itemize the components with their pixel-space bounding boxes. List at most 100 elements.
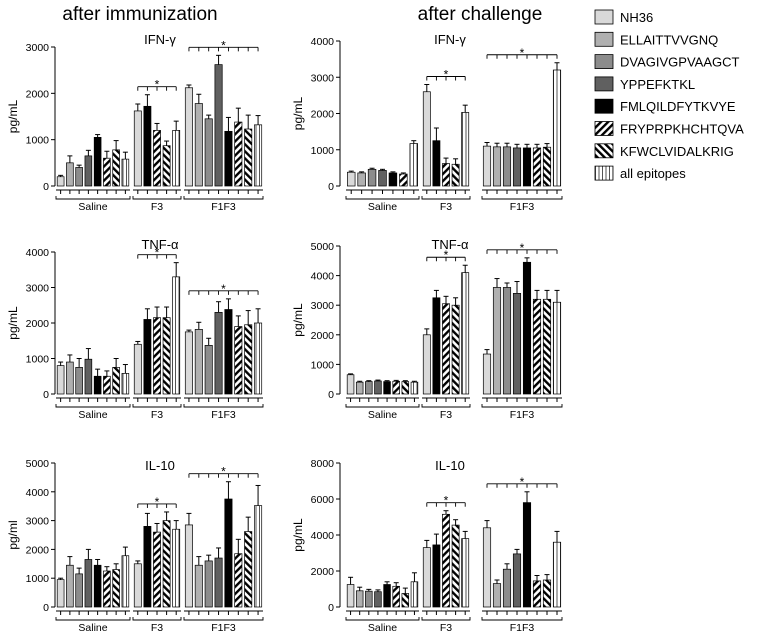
y-tick-label: 8000 (311, 458, 335, 470)
bar (204, 118, 213, 187)
bar (355, 590, 364, 608)
bar (84, 358, 93, 395)
legend-swatch (594, 165, 614, 181)
chart-ifn-challenge: IFN-γ pg/mL 0 1000 2000 3000 4000 Saline F3 * F1F3… (291, 32, 563, 213)
bar (143, 526, 152, 608)
legend: NH36 ELLAITTVVGNQ DVAGIVGPVAAGCT YPPEFKTKL F… (594, 9, 744, 181)
group-label: F1F3 (510, 201, 535, 213)
bar (75, 573, 83, 608)
bar (383, 381, 391, 395)
bar (482, 145, 492, 187)
bar (121, 158, 130, 187)
significance-star: * (520, 475, 525, 489)
group-bracket (345, 404, 420, 408)
bar (103, 375, 111, 395)
bar (410, 581, 419, 608)
bar (552, 301, 562, 395)
y-axis-label: pg/mL (6, 306, 20, 340)
group-bracket (421, 404, 471, 408)
bar (153, 317, 161, 395)
significance-star: * (444, 248, 449, 262)
legend-swatch (594, 31, 614, 47)
bar (234, 553, 243, 608)
bar (532, 580, 542, 608)
chart-il10-challenge: IL-10 pg/mL 0 2000 4000 6000 8000 Saline F3 * F1F3… (291, 458, 563, 632)
bar (214, 312, 223, 395)
column-title-challenge: after challenge (418, 4, 543, 25)
bar (512, 147, 522, 187)
bar (461, 112, 470, 187)
bar (442, 163, 450, 187)
legend-label: all epitopes (620, 166, 686, 181)
bar (194, 564, 203, 608)
y-tick-label: 3000 (26, 283, 50, 295)
bar (112, 367, 120, 395)
y-tick-label: 4000 (311, 530, 335, 542)
bar (482, 353, 492, 395)
chart-ifn-immunization: IFN-γ pg/mL 0 1000 2000 3000 Saline F3 * F1F3 * (6, 32, 264, 213)
bar (522, 261, 532, 395)
y-tick-label: 0 (328, 181, 334, 193)
bar (121, 373, 130, 395)
bar (482, 527, 492, 608)
bar (162, 520, 171, 608)
bar (451, 304, 460, 395)
bar (254, 505, 263, 608)
group-bracket (421, 196, 471, 200)
bar (432, 297, 441, 395)
group-label: F3 (151, 201, 163, 213)
bar (254, 124, 263, 187)
bar (224, 498, 233, 608)
bar (461, 272, 470, 395)
y-tick-label: 0 (328, 389, 334, 401)
bar (374, 591, 382, 608)
bar (93, 137, 102, 187)
group-label: F1F3 (510, 409, 535, 421)
group-label: F1F3 (211, 622, 236, 632)
chart-tnf-immunization: TNF-α pg/mL 0 1000 2000 3000 4000 Saline F3 * F1F3… (6, 237, 264, 421)
legend-swatch (594, 76, 614, 92)
bar (214, 557, 223, 608)
bar (234, 326, 243, 395)
bar (204, 345, 213, 395)
bar (244, 531, 253, 608)
bar (492, 146, 502, 187)
group-label: Saline (368, 201, 397, 213)
bar (492, 287, 502, 395)
bar (112, 149, 120, 187)
bar (542, 298, 552, 395)
significance-star: * (520, 46, 525, 60)
bar (244, 128, 253, 187)
bar (103, 157, 111, 187)
bar (422, 547, 431, 608)
bar (422, 334, 431, 395)
bar (153, 531, 161, 608)
legend-swatch (594, 9, 614, 25)
bar (365, 381, 373, 395)
bar (512, 553, 522, 608)
bar (451, 163, 460, 187)
chart-title: TNF-α (141, 237, 179, 252)
bar (502, 146, 512, 187)
bar (392, 585, 400, 608)
y-axis-label: pg/ml (6, 520, 20, 549)
bar (552, 69, 562, 187)
y-tick-label: 0 (43, 602, 49, 614)
significance-star: * (221, 465, 226, 479)
group-label: F1F3 (211, 201, 236, 213)
bar (224, 130, 233, 187)
bar (194, 103, 203, 187)
bar (244, 324, 253, 395)
y-tick-label: 4000 (26, 247, 50, 259)
y-tick-label: 2000 (311, 109, 335, 121)
group-label: F3 (151, 409, 163, 421)
bar (93, 564, 102, 608)
y-tick-label: 3000 (26, 42, 50, 54)
bar (401, 593, 410, 608)
bar (357, 172, 366, 187)
y-axis-label: pg/mL (291, 97, 305, 131)
group-bracket (421, 617, 471, 621)
y-tick-label: 5000 (311, 241, 335, 253)
bar (56, 579, 65, 608)
